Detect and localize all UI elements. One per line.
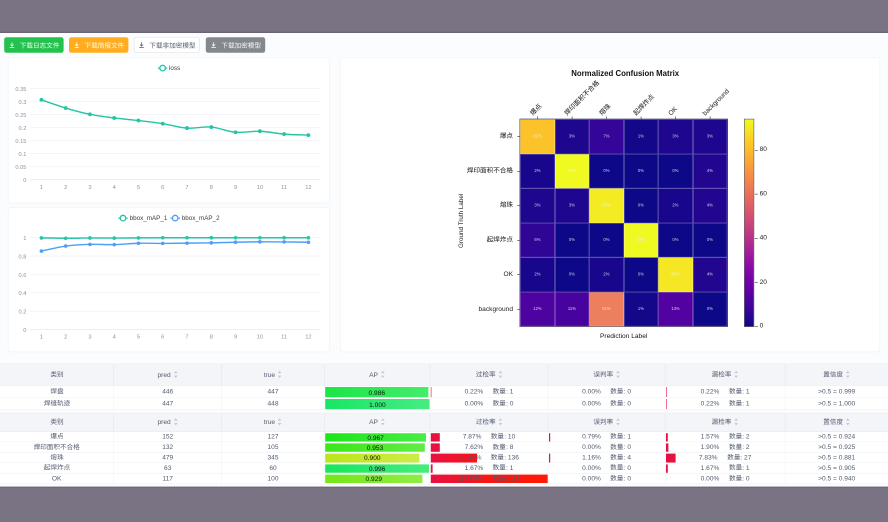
svg-text:8: 8: [210, 334, 213, 340]
svg-text:4: 4: [113, 334, 116, 340]
svg-text:12: 12: [305, 185, 311, 191]
svg-text:7: 7: [185, 185, 188, 191]
svg-text:0.35: 0.35: [15, 87, 26, 93]
svg-text:6: 6: [161, 185, 164, 191]
svg-text:0.05: 0.05: [15, 165, 26, 171]
svg-text:0.6: 0.6: [18, 273, 26, 279]
svg-text:5: 5: [137, 185, 140, 191]
svg-text:9: 9: [234, 185, 237, 191]
svg-text:0.1: 0.1: [18, 152, 26, 158]
svg-text:10: 10: [257, 185, 263, 191]
svg-text:2: 2: [64, 334, 67, 340]
svg-text:12: 12: [305, 334, 311, 340]
svg-text:0.2: 0.2: [18, 126, 26, 132]
svg-text:4: 4: [113, 185, 116, 191]
svg-text:3: 3: [88, 185, 91, 191]
svg-text:0.25: 0.25: [15, 113, 26, 119]
svg-text:1: 1: [40, 185, 43, 191]
svg-text:10: 10: [257, 334, 263, 340]
svg-text:7: 7: [185, 334, 188, 340]
svg-text:2: 2: [64, 185, 67, 191]
svg-text:0.3: 0.3: [18, 100, 26, 106]
svg-text:0.15: 0.15: [15, 139, 26, 145]
svg-text:0: 0: [23, 328, 26, 334]
svg-text:9: 9: [234, 334, 237, 340]
svg-text:6: 6: [161, 334, 164, 340]
svg-text:0.2: 0.2: [18, 310, 26, 316]
svg-text:0.4: 0.4: [18, 291, 26, 297]
svg-text:1: 1: [40, 334, 43, 340]
svg-text:5: 5: [137, 334, 140, 340]
svg-text:8: 8: [210, 185, 213, 191]
svg-text:11: 11: [281, 185, 287, 191]
svg-text:3: 3: [88, 334, 91, 340]
svg-text:11: 11: [281, 334, 287, 340]
svg-text:1: 1: [23, 236, 26, 242]
svg-text:0.8: 0.8: [18, 254, 26, 260]
svg-text:0: 0: [23, 178, 26, 184]
